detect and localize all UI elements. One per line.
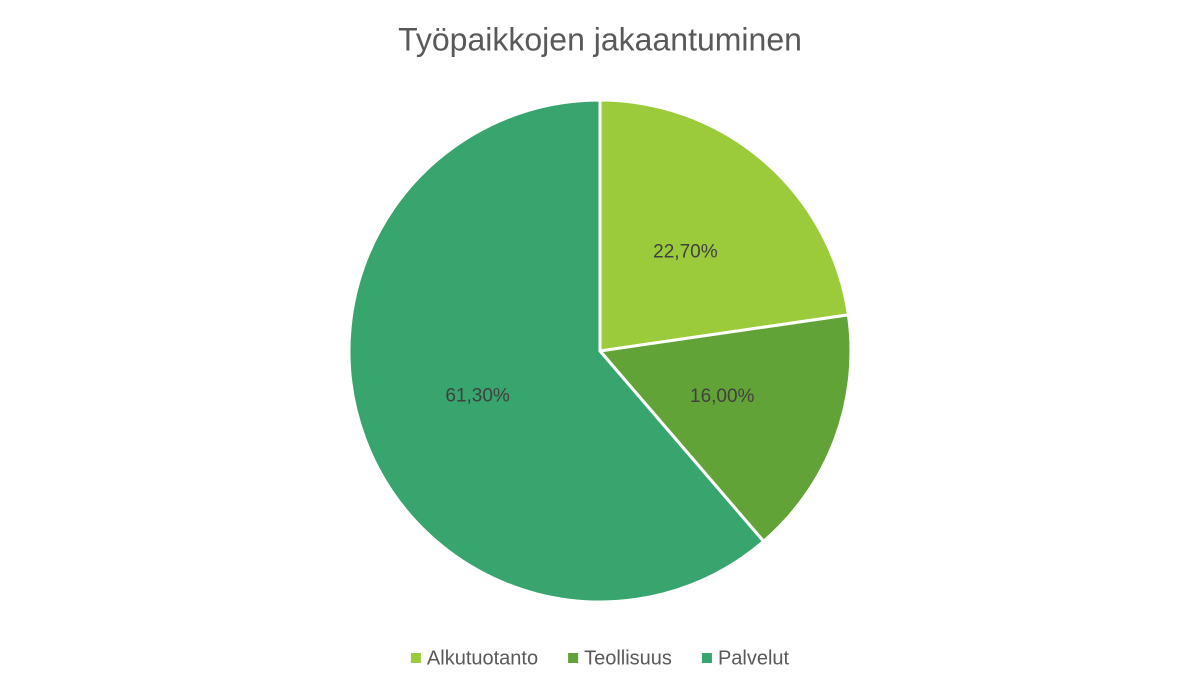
legend-swatch bbox=[568, 653, 579, 663]
pie-slice bbox=[598, 98, 851, 353]
value-label: 16,00% bbox=[690, 386, 755, 407]
value-label: 61,30% bbox=[445, 385, 510, 406]
legend-swatch bbox=[410, 653, 421, 663]
legend-label: Teollisuus bbox=[584, 647, 672, 669]
chart-title: Työpaikkojen jakaantuminen bbox=[398, 21, 802, 57]
pie-slice bbox=[347, 98, 766, 604]
pie-slice bbox=[597, 313, 853, 544]
legend-label: Alkutuotanto bbox=[427, 647, 538, 669]
legend-swatch bbox=[701, 653, 712, 663]
legend-label: Palvelut bbox=[718, 647, 790, 669]
value-label: 22,70% bbox=[653, 241, 718, 262]
